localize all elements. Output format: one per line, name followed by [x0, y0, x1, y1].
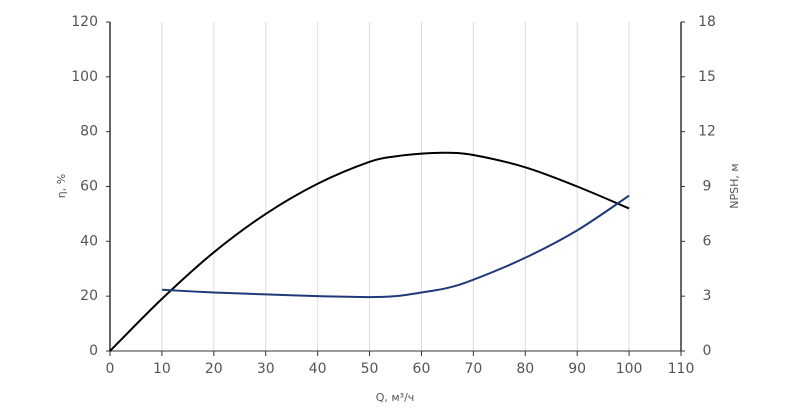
x-tick-label: 10	[153, 361, 171, 377]
series-line	[161, 194, 630, 299]
y-tick-label: 20	[80, 288, 98, 304]
x-tick-label: 100	[616, 361, 643, 377]
x-axis-label: Q, м³/ч	[376, 391, 415, 404]
y-tick-label: 100	[71, 69, 98, 85]
x-tick-label: 0	[106, 361, 115, 377]
x-tick-label: 20	[205, 361, 223, 377]
x-tick-label: 50	[361, 361, 379, 377]
x-tick-label: 30	[257, 361, 275, 377]
x-tick-label: 110	[668, 361, 695, 377]
x-tick-label: 90	[568, 361, 586, 377]
x-tick-label: 70	[464, 361, 482, 377]
y-tick-label: 80	[80, 124, 98, 140]
y-tick-label: 0	[89, 343, 98, 359]
y-tick-label: 40	[80, 233, 98, 249]
series-line	[109, 151, 630, 352]
x-tick-label: 80	[516, 361, 534, 377]
y2-tick-label: 6	[703, 233, 712, 249]
y-tick-label: 120	[71, 14, 98, 30]
y2-tick-label: 12	[698, 124, 716, 140]
y-tick-label: 60	[80, 179, 98, 195]
y2-tick-label: 0	[703, 343, 712, 359]
y2-axis-label: NPSH, м	[728, 163, 741, 208]
y2-tick-label: 15	[698, 69, 716, 85]
x-tick-label: 40	[309, 361, 327, 377]
y-axis-label: η, %	[55, 174, 68, 198]
x-tick-label: 60	[413, 361, 431, 377]
y2-tick-label: 3	[703, 288, 712, 304]
y2-tick-label: 9	[703, 179, 712, 195]
y2-tick-label: 18	[698, 14, 716, 30]
